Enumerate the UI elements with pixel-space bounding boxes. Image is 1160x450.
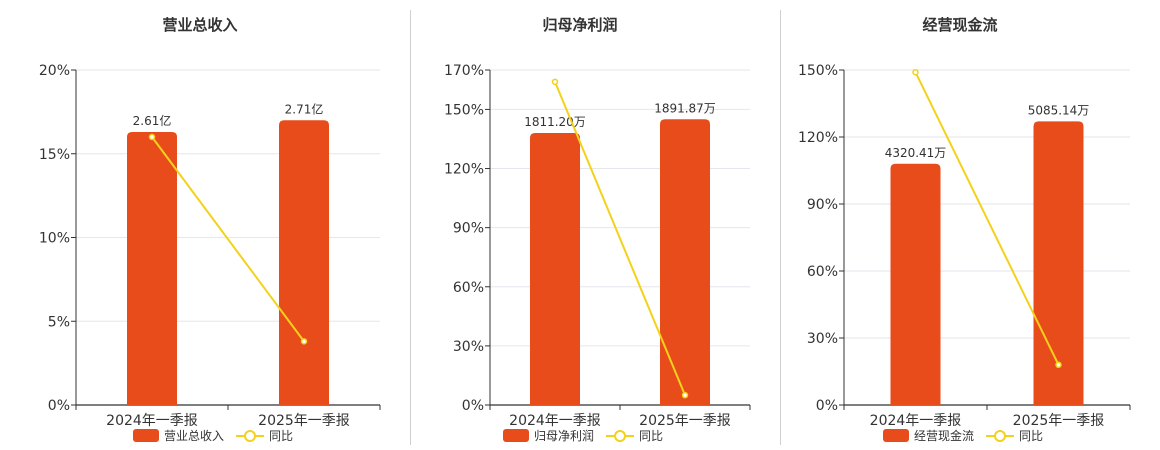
yoy-point [912,68,919,76]
y-tick-label: 90% [453,221,484,237]
bar-data-label: 2.71亿 [285,101,324,116]
legend-line-label: 同比 [1019,429,1044,443]
yoy-point [681,391,689,399]
bar [127,131,177,405]
chart-cash-flow: 0% 30% 60% 90% 120% 150% 2024年一季报 2025年一季报 4320.… [798,63,1131,429]
y-tick-label: 0% [48,398,70,414]
y-tick-label: 90% [807,197,838,213]
legend-line-swatch [236,429,265,442]
y-tick-label: 170% [444,63,484,79]
y-tick-label: 0% [816,398,838,414]
y-tick-label: 5% [48,314,70,330]
y-tick-label: 10% [39,231,70,247]
x-tick-label: 2024年一季报 [509,413,601,429]
y-tick-label: 30% [453,339,484,355]
chart-legend: 营业总收入 同比 [133,427,293,444]
yoy-line [554,81,686,396]
yoy-point [551,78,559,86]
x-tick-label: 2024年一季报 [106,413,198,429]
chart-title: 归母净利润 [542,16,618,34]
legend-line-swatch [606,429,635,442]
legend-line-label: 同比 [269,429,294,443]
yoy-line [151,136,305,342]
legend-bar-swatch [503,429,529,442]
legend-line-swatch [986,429,1015,442]
chart-title: 营业总收入 [162,16,238,34]
bar [1033,121,1084,405]
y-tick-label: 150% [444,102,484,118]
bar [530,133,580,405]
chart-net-profit: 0% 30% 60% 90% 120% 150% 170% 2024年一季报 2025年一季报 1… [444,63,751,429]
panel-divider [410,10,411,445]
y-tick-label: 60% [453,280,484,296]
chart-panel-net-profit: 归母净利润 0% 30% 60% 90% 120% 150% 170% 2024年一季报 202… [380,0,780,450]
bar-data-label: 5085.14万 [1028,103,1090,117]
chart-legend: 经营现金流 同比 [883,427,1043,444]
legend-bar-label: 归母净利润 [534,429,595,443]
chart-panel-cash-flow: 经营现金流 0% 30% 60% 90% 120% 150% 2024年一季报 2025年一季… [760,0,1160,450]
panel-divider [780,10,781,445]
bar-data-label: 1811.20万 [524,115,586,129]
chart-legend: 归母净利润 同比 [503,427,663,444]
chart-title: 经营现金流 [922,16,998,34]
y-tick-label: 120% [444,162,484,178]
x-tick-label: 2025年一季报 [1013,413,1105,429]
bar [890,163,941,405]
y-tick-label: 20% [39,63,70,79]
y-tick-label: 120% [798,130,838,146]
bar [660,119,710,405]
yoy-point [300,338,308,345]
yoy-point [1055,361,1062,369]
legend-bar-swatch [133,429,159,442]
y-tick-label: 150% [798,63,838,79]
x-tick-label: 2025年一季报 [639,413,731,429]
yoy-point [148,133,156,141]
bar-data-label: 1891.87万 [654,101,716,115]
chart-panel-revenue: 营业总收入 0% 5% 10% 15% 20% 2024年一季报 2025年一季报 2.61亿… [0,0,400,450]
bar [279,120,329,405]
bar-data-label: 2.61亿 [133,113,172,128]
legend-bar-label: 营业总收入 [164,429,225,443]
legend-bar-label: 经营现金流 [914,429,975,443]
y-tick-label: 0% [462,398,484,414]
legend-line-label: 同比 [639,429,664,443]
y-tick-label: 30% [807,331,838,347]
bar-data-label: 4320.41万 [885,146,947,160]
y-tick-label: 15% [39,147,70,163]
yoy-line [914,71,1060,366]
x-tick-label: 2025年一季报 [258,413,350,429]
legend-bar-swatch [883,429,909,442]
y-tick-label: 60% [807,264,838,280]
x-tick-label: 2024年一季报 [870,413,962,429]
chart-revenue: 0% 5% 10% 15% 20% 2024年一季报 2025年一季报 2.61亿 2.71亿 [39,63,381,429]
